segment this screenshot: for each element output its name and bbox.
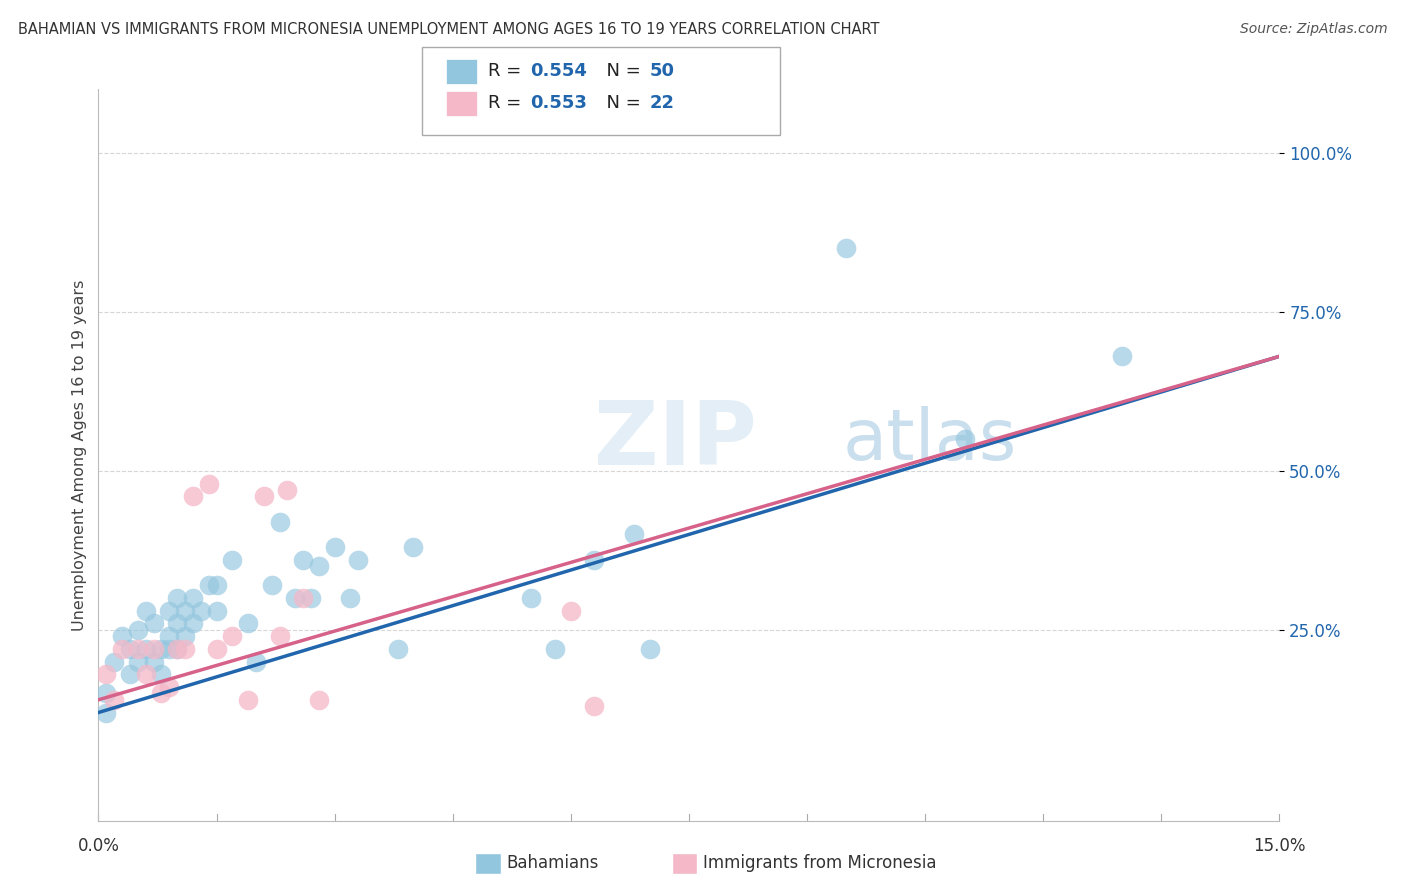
Point xyxy=(103,693,125,707)
Point xyxy=(166,641,188,656)
Point xyxy=(1111,349,1133,363)
Text: 15.0%: 15.0% xyxy=(1253,837,1306,855)
Point xyxy=(544,641,567,656)
Point xyxy=(197,476,219,491)
Text: R =: R = xyxy=(488,95,527,112)
Point xyxy=(181,489,204,503)
Point xyxy=(118,667,141,681)
Point xyxy=(166,591,188,605)
Point xyxy=(245,655,267,669)
Point xyxy=(150,667,173,681)
Point xyxy=(96,667,118,681)
Point xyxy=(150,686,173,700)
Point xyxy=(142,655,165,669)
Text: 50: 50 xyxy=(650,62,675,80)
Point xyxy=(269,629,291,643)
Point xyxy=(299,591,322,605)
Point xyxy=(583,553,606,567)
Point xyxy=(953,432,976,446)
Point xyxy=(623,527,645,541)
Point xyxy=(127,655,149,669)
Point xyxy=(292,591,315,605)
Text: N =: N = xyxy=(595,62,647,80)
Point xyxy=(197,578,219,592)
Point xyxy=(174,629,197,643)
Point xyxy=(221,553,243,567)
Point xyxy=(276,483,298,497)
Point xyxy=(103,655,125,669)
Point xyxy=(111,641,134,656)
Point xyxy=(292,553,315,567)
Point xyxy=(387,641,409,656)
Point xyxy=(205,604,228,618)
Point xyxy=(560,604,582,618)
Point xyxy=(181,616,204,631)
Point xyxy=(111,629,134,643)
Point xyxy=(269,515,291,529)
Point xyxy=(166,616,188,631)
Point xyxy=(157,641,180,656)
Text: 0.554: 0.554 xyxy=(530,62,586,80)
Point xyxy=(157,680,180,694)
Point xyxy=(135,667,157,681)
Text: N =: N = xyxy=(595,95,647,112)
Point xyxy=(157,604,180,618)
Point xyxy=(835,241,858,255)
Point xyxy=(260,578,283,592)
Text: ZIP: ZIP xyxy=(595,397,758,483)
Point xyxy=(236,616,259,631)
Point xyxy=(205,578,228,592)
Point xyxy=(347,553,370,567)
Point xyxy=(205,641,228,656)
Point xyxy=(402,540,425,554)
Point xyxy=(142,641,165,656)
Point xyxy=(308,559,330,574)
Point xyxy=(127,623,149,637)
Point xyxy=(190,604,212,618)
Text: Bahamians: Bahamians xyxy=(506,855,599,872)
Point xyxy=(221,629,243,643)
Point xyxy=(253,489,276,503)
Point xyxy=(284,591,307,605)
Point xyxy=(174,641,197,656)
Point xyxy=(135,641,157,656)
Text: atlas: atlas xyxy=(842,406,1017,475)
Point xyxy=(142,616,165,631)
Point xyxy=(236,693,259,707)
Point xyxy=(135,604,157,618)
Text: Immigrants from Micronesia: Immigrants from Micronesia xyxy=(703,855,936,872)
Point xyxy=(118,641,141,656)
Point xyxy=(96,686,118,700)
Point xyxy=(150,641,173,656)
Point xyxy=(127,641,149,656)
Point xyxy=(308,693,330,707)
Text: R =: R = xyxy=(488,62,527,80)
Text: 0.0%: 0.0% xyxy=(77,837,120,855)
Text: Source: ZipAtlas.com: Source: ZipAtlas.com xyxy=(1240,22,1388,37)
Text: 22: 22 xyxy=(650,95,675,112)
Point xyxy=(96,706,118,720)
Y-axis label: Unemployment Among Ages 16 to 19 years: Unemployment Among Ages 16 to 19 years xyxy=(72,279,87,631)
Point xyxy=(174,604,197,618)
Text: BAHAMIAN VS IMMIGRANTS FROM MICRONESIA UNEMPLOYMENT AMONG AGES 16 TO 19 YEARS CO: BAHAMIAN VS IMMIGRANTS FROM MICRONESIA U… xyxy=(18,22,880,37)
Point xyxy=(520,591,543,605)
Point xyxy=(583,699,606,714)
Point xyxy=(166,641,188,656)
Point xyxy=(157,629,180,643)
Point xyxy=(339,591,361,605)
Text: 0.553: 0.553 xyxy=(530,95,586,112)
Point xyxy=(638,641,661,656)
Point xyxy=(323,540,346,554)
Point xyxy=(181,591,204,605)
